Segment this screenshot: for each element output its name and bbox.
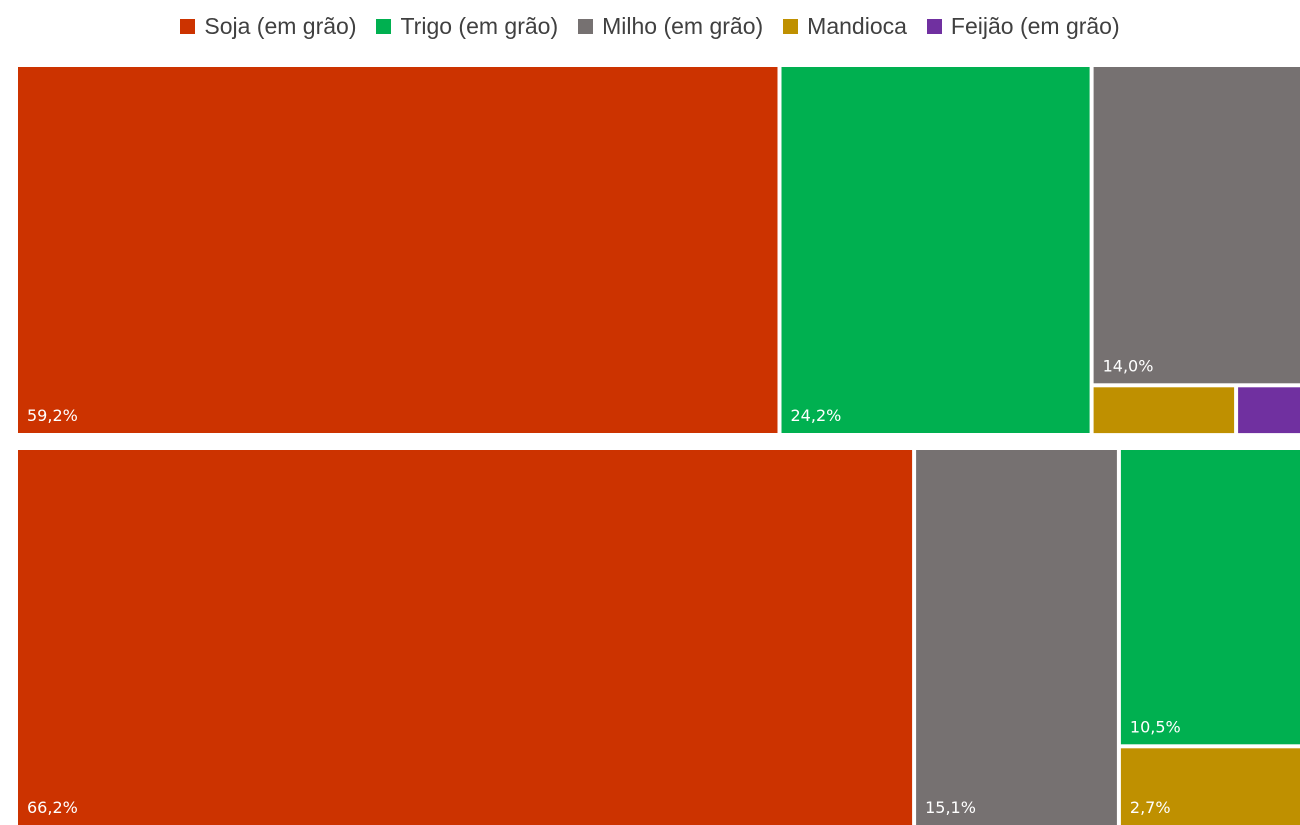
tile-value-label: 59,2%	[27, 406, 78, 425]
tile-rect	[1093, 387, 1235, 434]
tile-value-label: 2,7%	[1130, 798, 1171, 817]
legend-label: Trigo (em grão)	[400, 12, 559, 39]
legend-label: Feijão (em grão)	[950, 12, 1120, 39]
legend-item-soja-em-grao: Soja (em grão)	[180, 13, 356, 40]
legend-swatch	[180, 18, 196, 34]
tile-rect	[1093, 67, 1300, 384]
tile-trigo-em-grao-1: 24,2%	[781, 67, 1090, 433]
legend-label: Mandioca	[807, 12, 907, 39]
tile-milho-em-grao-2: 15,1%	[916, 450, 1117, 825]
tile-milho-em-grao-1: 14,0%	[1093, 67, 1300, 384]
tile-value-label: 66,2%	[27, 798, 78, 817]
legend-item-feijao-em-grao: Feijão (em grão)	[926, 12, 1120, 40]
tile-value-label: 14,0%	[1103, 356, 1154, 375]
tile-value-label: 24,2%	[791, 406, 842, 425]
tile-soja-em-grao-2: 66,2%	[18, 450, 913, 825]
tile-rect	[916, 450, 1117, 825]
chart-legend: Soja (em grão) Trigo (em grão) Milho (em g…	[0, 6, 1300, 46]
tile-feijao-em-grao-1	[1238, 387, 1300, 434]
tile-value-label: 15,1%	[925, 798, 976, 817]
tile-mandioca-2: 2,7%	[1120, 748, 1300, 825]
tile-rect	[18, 450, 913, 825]
tile-trigo-em-grao-2: 10,5%	[1120, 450, 1300, 745]
legend-swatch	[376, 18, 392, 34]
legend-label: Milho (em grão)	[602, 12, 764, 39]
tile-rect	[1238, 387, 1300, 434]
tile-rect	[781, 67, 1090, 433]
legend-label: Soja (em grão)	[204, 12, 357, 39]
tile-soja-em-grao-1: 59,2%	[18, 67, 778, 433]
legend-item-milho-em-grao: Milho (em grão)	[578, 13, 763, 40]
legend-item-mandioca: Mandioca	[783, 13, 907, 40]
legend-swatch	[783, 18, 799, 34]
tile-mandioca-1	[1093, 387, 1235, 434]
tile-rect	[1120, 748, 1300, 825]
tile-rect	[18, 67, 778, 433]
legend-item-trigo-em-grao: Trigo (em grão)	[376, 13, 558, 40]
legend-swatch	[926, 18, 942, 34]
tile-value-label: 10,5%	[1130, 717, 1181, 736]
tile-rect	[1120, 450, 1300, 745]
legend-swatch	[578, 18, 594, 34]
